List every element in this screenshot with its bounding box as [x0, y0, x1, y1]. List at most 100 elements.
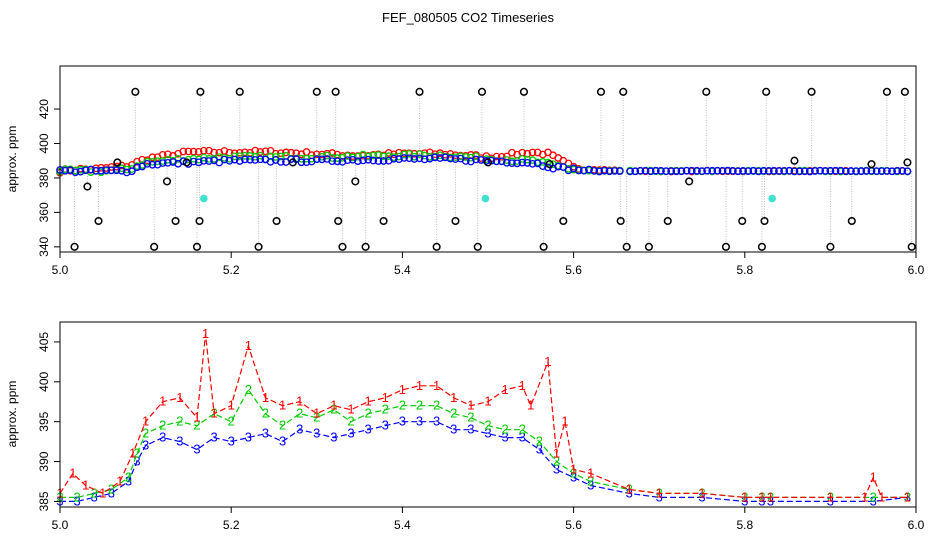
- series-3-marker: 3: [656, 489, 663, 504]
- series-3-marker: 3: [142, 438, 149, 453]
- figure-title: FEF_080505 CO2 Timeseries: [382, 10, 554, 25]
- blue-point: [646, 167, 655, 176]
- outlier-point: [545, 160, 554, 169]
- red-point: [261, 147, 270, 156]
- blue-point: [893, 167, 902, 175]
- series-1-marker: 1: [587, 466, 594, 481]
- series-3-marker: 3: [210, 430, 217, 445]
- outlier-point: [539, 242, 548, 251]
- series-1-marker: 1: [262, 390, 269, 405]
- blue-point: [415, 154, 424, 163]
- green-point: [246, 152, 254, 160]
- red-point: [179, 147, 188, 156]
- series-1-marker: 1: [99, 485, 106, 500]
- green-point: [153, 157, 162, 166]
- outlier-point: [702, 87, 711, 96]
- green-point: [379, 152, 388, 161]
- blue-point: [903, 167, 912, 176]
- blue-point: [770, 166, 778, 175]
- outlier-point: [721, 242, 731, 251]
- outlier-point: [182, 158, 191, 167]
- top-panel-axes: 5.0 5.2 5.4 5.6 5.8 6.0 340 360 380 400 420: [37, 99, 925, 277]
- blue-point: [883, 167, 891, 175]
- series-1-line: [59, 333, 908, 498]
- outlier-point: [644, 242, 653, 251]
- blue-point: [497, 157, 506, 166]
- series-2-marker: 2: [125, 469, 132, 484]
- series-3-marker: 3: [587, 477, 594, 492]
- series-1-marker: 1: [129, 446, 136, 461]
- series-3-marker: 3: [382, 418, 389, 433]
- blue-point: [359, 156, 367, 165]
- green-point: [343, 152, 352, 160]
- outlier-point: [619, 87, 628, 96]
- blue-point: [420, 155, 429, 164]
- blue-point: [888, 167, 896, 176]
- series-2-marker: 2: [74, 489, 81, 504]
- series-2-marker: 2: [193, 418, 200, 433]
- outlier-point: [379, 216, 388, 226]
- blue-point: [662, 167, 670, 176]
- series-1-marker: 1: [69, 466, 76, 481]
- blue-point: [107, 166, 116, 175]
- blue-point: [477, 156, 486, 164]
- series-1-marker: 1: [347, 402, 354, 417]
- series-2-marker: 2: [433, 398, 440, 413]
- green-point: [461, 153, 470, 161]
- outlier-point: [94, 216, 103, 226]
- bottom-panel-ytick-label: 385: [37, 491, 51, 511]
- outlier-point: [131, 87, 140, 96]
- series-3-marker: 3: [502, 430, 509, 445]
- blue-point: [831, 166, 840, 175]
- green-point: [544, 158, 552, 167]
- outlier-point: [596, 87, 606, 96]
- series-3-marker: 3: [279, 434, 286, 449]
- blue-point: [158, 159, 167, 167]
- top-panel-xtick-label: 6.0: [908, 263, 925, 277]
- outlier-point: [70, 242, 79, 251]
- series-1-marker: 1: [330, 398, 337, 413]
- outlier-point: [882, 87, 891, 96]
- blue-point: [446, 154, 455, 163]
- blue-point: [898, 166, 907, 175]
- series-3-marker: 3: [904, 489, 911, 504]
- red-point: [194, 147, 203, 156]
- red-point: [164, 150, 172, 159]
- blue-point: [703, 166, 711, 175]
- blue-point: [657, 166, 665, 175]
- series-1-marker: 1: [767, 489, 774, 504]
- top-panel-ytick-label: 420: [37, 99, 51, 119]
- series-2-marker: 2: [484, 418, 491, 433]
- top-panel-ytick-label: 380: [37, 168, 51, 188]
- outlier-point: [150, 242, 159, 251]
- series-2-marker: 2: [570, 466, 577, 481]
- blue-point: [600, 166, 609, 175]
- blue-point: [276, 158, 285, 166]
- series-2-marker: 2: [91, 485, 98, 500]
- series-1-marker: 1: [210, 406, 217, 421]
- blue-point: [502, 158, 511, 167]
- series-3-marker: 3: [399, 414, 406, 429]
- blue-point: [143, 159, 152, 168]
- green-point: [86, 168, 95, 176]
- outlier-point: [331, 87, 340, 96]
- blue-point: [641, 166, 650, 175]
- series-1-marker: 1: [279, 398, 286, 413]
- series-3-marker: 3: [553, 462, 560, 477]
- series-3-marker: 3: [484, 426, 491, 441]
- blue-point: [102, 166, 111, 174]
- series-1-marker: 1: [527, 398, 534, 413]
- green-point: [307, 154, 316, 163]
- blue-point: [230, 155, 239, 164]
- red-point: [410, 149, 419, 158]
- top-panel-ytick-label: 360: [37, 202, 51, 222]
- series-2-marker: 2: [347, 414, 354, 429]
- series-3-marker: 3: [91, 489, 98, 504]
- blue-point: [71, 168, 80, 177]
- blue-point: [764, 167, 773, 175]
- series-3-marker: 3: [365, 422, 372, 437]
- outlier-point: [351, 177, 360, 186]
- cyan-point: [768, 194, 776, 203]
- series-2-marker: 2: [176, 414, 183, 429]
